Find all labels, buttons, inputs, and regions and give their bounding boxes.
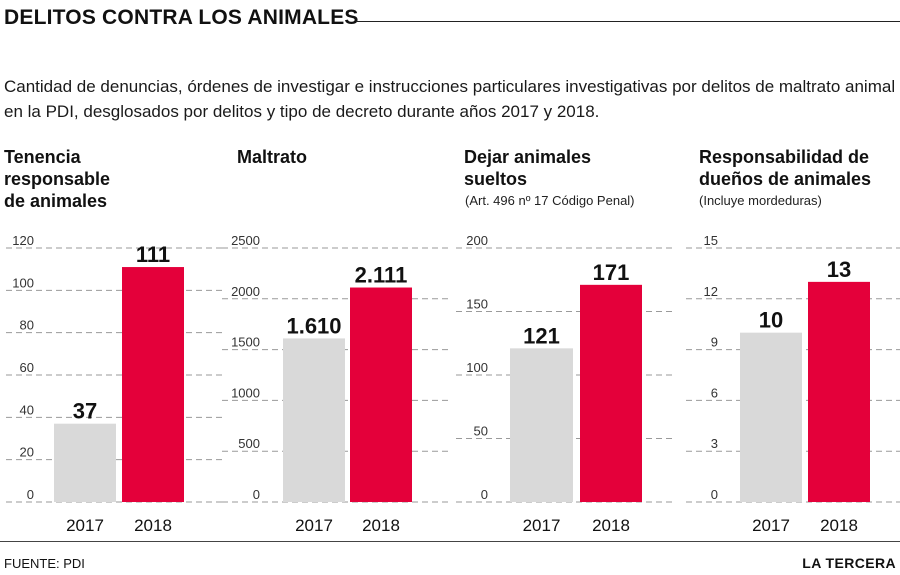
y-tick-label: 40: [20, 402, 34, 417]
data-label: 1.610: [286, 313, 341, 338]
y-tick-label: 50: [474, 424, 488, 439]
y-tick-label: 0: [711, 487, 718, 502]
chart-subtitle: Cantidad de denuncias, órdenes de invest…: [4, 77, 896, 121]
source-note: FUENTE: PDI: [4, 556, 85, 571]
bar-2017: [740, 332, 802, 502]
x-tick-label: 2017: [295, 516, 333, 535]
x-tick-label: 2017: [66, 516, 104, 535]
panel-title-line: dueños de animales: [699, 169, 872, 189]
x-tick-label: 2018: [362, 516, 400, 535]
bar-2018: [350, 287, 412, 502]
data-label: 10: [759, 308, 783, 333]
y-tick-label: 9: [711, 335, 718, 350]
bar-2017: [54, 423, 116, 502]
bar-2018: [580, 284, 642, 502]
y-tick-label: 12: [704, 284, 718, 299]
panel-note-responsabilidad: (Incluye mordeduras): [699, 193, 822, 208]
x-tick-label: 2018: [134, 516, 172, 535]
bar-2017: [510, 348, 573, 502]
y-tick-label: 100: [466, 360, 488, 375]
y-tick-label: 0: [27, 487, 34, 502]
x-tick-label: 2018: [820, 516, 858, 535]
y-tick-label: 200: [466, 233, 488, 248]
y-tick-label: 6: [711, 385, 718, 400]
data-label: 37: [73, 399, 97, 424]
data-label: 13: [827, 257, 851, 282]
y-tick-label: 1000: [231, 385, 260, 400]
y-tick-label: 15: [704, 233, 718, 248]
x-tick-label: 2017: [752, 516, 790, 535]
y-tick-label: 0: [481, 487, 488, 502]
bar-2018: [122, 267, 184, 502]
footer-rule: [0, 541, 900, 542]
x-tick-label: 2017: [523, 516, 561, 535]
panel-title-tenencia: Tenencia responsable de animales: [4, 146, 110, 212]
panel-title-maltrato: Maltrato: [237, 146, 307, 168]
y-tick-label: 60: [20, 360, 34, 375]
y-tick-label: 20: [20, 445, 34, 460]
y-tick-label: 2500: [231, 233, 260, 248]
y-tick-label: 3: [711, 436, 718, 451]
chart-title: DELITOS CONTRA LOS ANIMALES: [4, 6, 359, 29]
brand-logo: LA TERCERA: [802, 555, 896, 571]
y-tick-label: 150: [466, 297, 488, 312]
panel-title-line: responsable: [4, 169, 111, 189]
x-tick-label: 2018: [592, 516, 630, 535]
data-label: 121: [523, 323, 560, 348]
y-tick-label: 500: [238, 436, 260, 451]
panel-title-line: Responsabilidad de: [699, 147, 870, 167]
y-tick-label: 2000: [231, 284, 260, 299]
title-rule: [356, 21, 900, 22]
panel-title-line: Tenencia: [4, 147, 81, 167]
data-label: 2.111: [355, 263, 408, 288]
bar-2018: [808, 281, 870, 502]
panel-title-dejar-animales: Dejar animales sueltos: [464, 146, 591, 190]
panel-title-line: Maltrato: [237, 147, 308, 167]
bar-2017: [283, 338, 345, 502]
y-tick-label: 0: [253, 487, 260, 502]
data-label: 111: [136, 242, 170, 267]
data-label: 171: [593, 260, 630, 285]
y-tick-label: 120: [12, 233, 34, 248]
panel-title-line: sueltos: [464, 169, 528, 189]
y-tick-label: 80: [20, 318, 34, 333]
panel-title-line: Dejar animales: [464, 147, 592, 167]
y-tick-label: 100: [12, 275, 34, 290]
panel-note-dejar-animales: (Art. 496 nº 17 Código Penal): [465, 193, 635, 208]
panel-title-responsabilidad: Responsabilidad de dueños de animales: [699, 146, 871, 190]
panel-title-line: de animales: [4, 191, 108, 211]
y-tick-label: 1500: [231, 335, 260, 350]
